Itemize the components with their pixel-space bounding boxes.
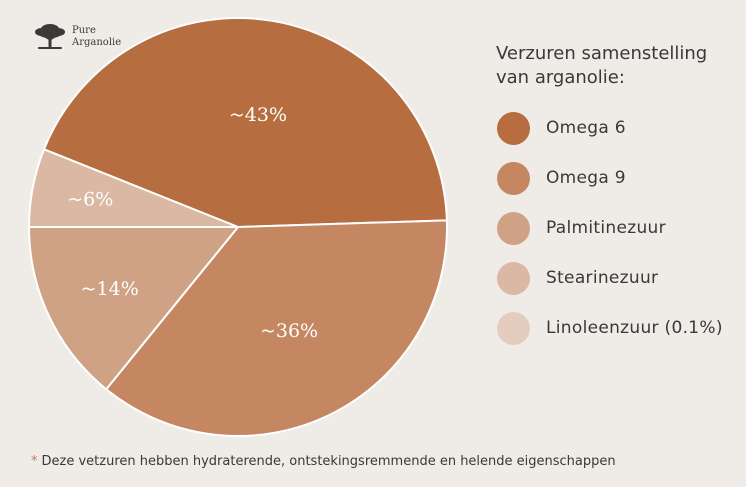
footnote: * Deze vetzuren hebben hydraterende, onts… [31, 454, 616, 469]
footnote-text: Deze vetzuren hebben hydraterende, ontst… [41, 454, 616, 469]
pie-slice [27, 226, 241, 391]
pie-slice [104, 219, 448, 437]
legend-swatch [497, 161, 530, 195]
legend-item: Palmitinezuur [497, 211, 723, 245]
brand-name-line1: Pure [72, 25, 96, 36]
legend-item: Linoleenzuur (0.1%) [497, 311, 723, 345]
brand-name-line2: Arganolie [72, 37, 122, 48]
pie-slice [27, 148, 239, 228]
legend-label: Omega 9 [546, 168, 626, 188]
argan-tree-icon [35, 24, 65, 49]
legend-label: Stearinezuur [546, 268, 659, 288]
pie-slice-label: ~14% [81, 278, 139, 300]
brand-logo: Pure Arganolie [32, 20, 121, 54]
legend-swatch [497, 261, 530, 295]
footnote-marker: * [31, 454, 38, 469]
pie-slice-label: ~6% [67, 189, 113, 211]
pie-slice-label: ~36% [260, 320, 318, 342]
legend-label: Linoleenzuur (0.1%) [546, 318, 723, 338]
legend-swatch [497, 111, 530, 145]
pie-slice-label: ~43% [229, 104, 287, 126]
pie-slice [42, 17, 448, 229]
legend-swatch [497, 311, 530, 345]
legend-item: Stearinezuur [497, 261, 723, 295]
legend-title-line2: van arganolie: [496, 67, 625, 88]
legend-item: Omega 9 [497, 161, 723, 195]
legend-label: Omega 6 [546, 118, 626, 138]
brand-name: Pure Arganolie [72, 25, 121, 49]
legend-item: Omega 6 [497, 111, 723, 145]
legend-title-line1: Verzuren samenstelling [496, 43, 708, 64]
legend-swatch [497, 211, 530, 245]
pie-chart: ~43% ~36% ~14% ~6% [27, 17, 448, 437]
legend-label: Palmitinezuur [546, 218, 666, 238]
legend-title: Verzuren samenstelling van arganolie: [496, 42, 736, 90]
legend: Omega 6 Omega 9 Palmitinezuur Stearinezuur L… [497, 111, 723, 361]
